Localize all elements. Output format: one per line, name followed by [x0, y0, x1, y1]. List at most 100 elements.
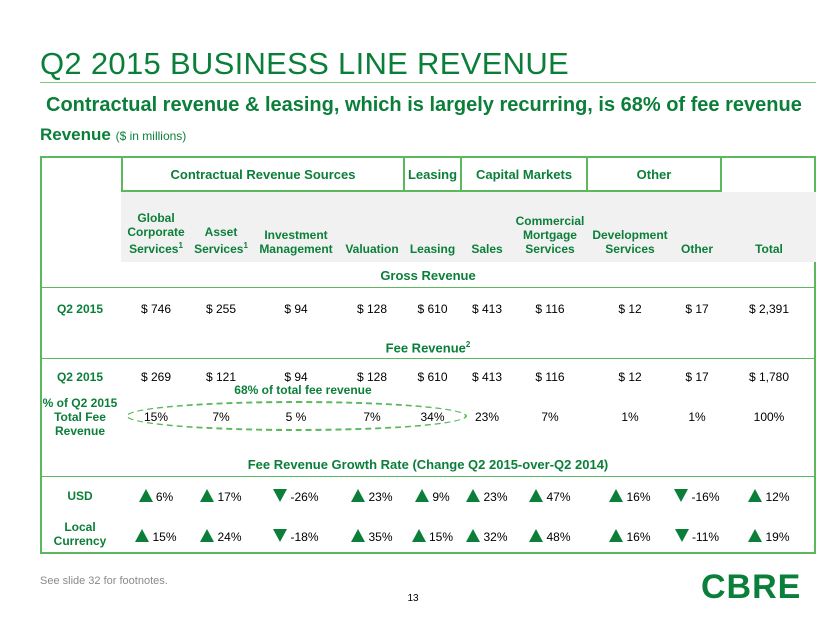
usd-growth-cell: 47% [512, 489, 588, 504]
col-header-investment-mgmt: Investment Management [259, 228, 333, 256]
fee-cell: $ 128 [341, 370, 403, 384]
col-header-total: Total [755, 242, 783, 256]
fee-cell: $ 94 [251, 370, 341, 384]
usd-growth-value: -26% [290, 490, 319, 504]
fee-cell: $ 610 [403, 370, 462, 384]
gross-value: $ 128 [356, 302, 388, 316]
triangle-up-icon [351, 529, 366, 542]
callout-note: 68% of total fee revenue [234, 383, 372, 397]
fee-value: $ 128 [356, 370, 388, 384]
fee-cell: $ 269 [121, 370, 191, 384]
gross-cell: $ 128 [341, 302, 403, 316]
gross-cell: $ 12 [588, 302, 672, 316]
col-header-asset-services: Asset Services1 [194, 225, 248, 256]
fee-cell: $ 17 [672, 370, 722, 384]
cbre-logo: CBRE [701, 568, 802, 606]
gross-value: $ 12 [618, 302, 642, 316]
local-growth-cell: -11% [672, 529, 722, 544]
column-header-band [121, 192, 816, 262]
fee-cell: $ 121 [191, 370, 251, 384]
gross-cell: $ 17 [672, 302, 722, 316]
local-growth-value: -11% [691, 530, 720, 544]
fee-cell: $ 116 [512, 370, 588, 384]
local-row-label: Local Currency [53, 520, 107, 548]
pct-value: 100% [753, 410, 785, 424]
col-header-other: Other [680, 242, 713, 256]
triangle-up-icon [609, 489, 624, 502]
triangle-down-icon [273, 529, 288, 542]
gross-value: $ 116 [535, 302, 565, 316]
gross-cell: $ 610 [403, 302, 462, 316]
fee-cell: $ 1,780 [722, 370, 816, 384]
gross-cell: $ 116 [512, 302, 588, 316]
triangle-down-icon [674, 489, 689, 502]
local-growth-value: 32% [483, 530, 508, 544]
usd-growth-cell: 17% [191, 489, 251, 504]
triangle-up-icon [200, 529, 215, 542]
triangle-up-icon [466, 529, 481, 542]
local-growth-value: 15% [428, 530, 454, 544]
gross-value: $ 746 [140, 302, 172, 316]
fee-cell: $ 12 [588, 370, 672, 384]
divider [40, 476, 816, 477]
triangle-down-icon [273, 489, 288, 502]
local-growth-cell: 35% [341, 529, 403, 544]
pct-value: 7% [541, 410, 559, 424]
col-header-sales: Sales [471, 242, 503, 256]
local-growth-cell: 16% [588, 529, 672, 544]
fee-cell: $ 413 [462, 370, 512, 384]
gross-value: $ 17 [685, 302, 709, 316]
local-growth-cell: 15% [403, 529, 462, 544]
usd-growth-cell: 6% [121, 489, 191, 504]
triangle-up-icon [529, 489, 544, 502]
local-growth-cell: 32% [462, 529, 512, 544]
group-other: Other [586, 156, 722, 192]
subtitle: Contractual revenue & leasing, which is … [46, 94, 802, 116]
usd-growth-value: 16% [626, 490, 651, 504]
gross-value: $ 255 [205, 302, 237, 316]
gross-value: $ 610 [417, 302, 448, 316]
local-growth-value: 24% [217, 530, 242, 544]
local-growth-value: 19% [765, 530, 790, 544]
col-header-development: Development Services [592, 228, 668, 256]
pct-cell: 100% [722, 410, 816, 424]
fee-value: $ 610 [417, 370, 448, 384]
local-growth-value: 15% [152, 530, 177, 544]
group-contractual: Contractual Revenue Sources [121, 156, 405, 192]
fee-row-label: Q2 2015 [56, 370, 104, 384]
fee-value: $ 12 [618, 370, 642, 384]
pct-cell: 7% [512, 410, 588, 424]
title-rule [40, 82, 816, 83]
col-header-valuation: Valuation [345, 242, 399, 256]
gross-value: $ 413 [471, 302, 503, 316]
group-capital-markets: Capital Markets [460, 156, 588, 192]
triangle-up-icon [529, 529, 544, 542]
pct-cell: 23% [462, 410, 512, 424]
fee-revenue-heading: Fee Revenue2 [385, 340, 471, 356]
revenue-label-main: Revenue [40, 125, 111, 144]
local-growth-cell: 48% [512, 529, 588, 544]
fee-value: $ 269 [140, 370, 172, 384]
footnote: See slide 32 for footnotes. [40, 575, 168, 587]
gross-row-label: Q2 2015 [56, 302, 104, 316]
triangle-up-icon [411, 529, 426, 542]
usd-growth-value: 9% [432, 490, 450, 504]
triangle-up-icon [351, 489, 366, 502]
local-growth-value: 48% [546, 530, 571, 544]
local-growth-cell: 24% [191, 529, 251, 544]
group-leasing: Leasing [403, 156, 462, 192]
fee-value: $ 413 [471, 370, 503, 384]
fee-value: $ 94 [284, 370, 308, 384]
triangle-up-icon [609, 529, 624, 542]
gross-cell: $ 2,391 [722, 302, 816, 316]
triangle-up-icon [138, 489, 153, 502]
fee-value: $ 121 [205, 370, 237, 384]
usd-growth-cell: -26% [251, 489, 341, 504]
fee-value: $ 17 [685, 370, 709, 384]
triangle-up-icon [200, 489, 215, 502]
page-title: Q2 2015 BUSINESS LINE REVENUE [40, 46, 570, 81]
usd-growth-value: 6% [155, 490, 174, 504]
usd-growth-cell: -16% [672, 489, 722, 504]
usd-growth-cell: 16% [588, 489, 672, 504]
fee-value: $ 1,780 [748, 370, 790, 384]
